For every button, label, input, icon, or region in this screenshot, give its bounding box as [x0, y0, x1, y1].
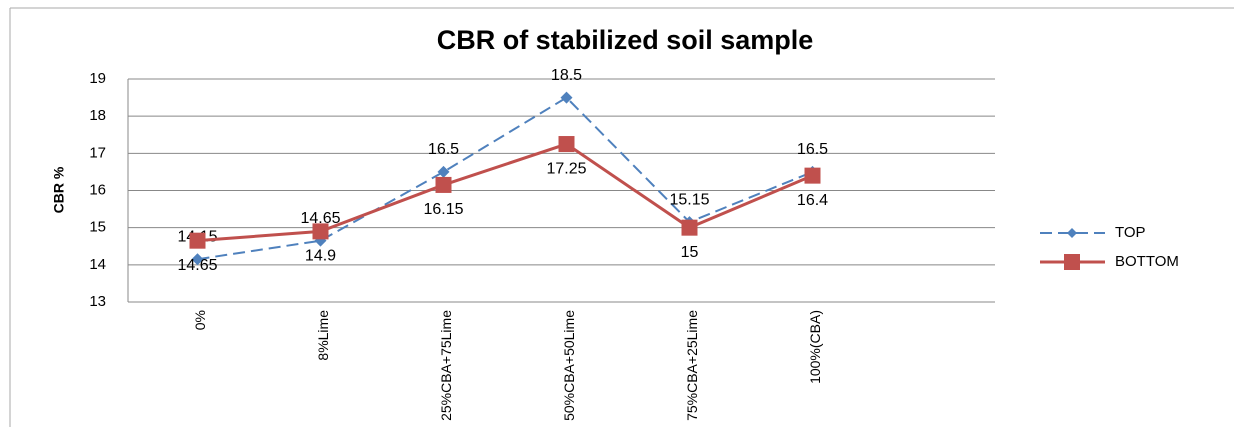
x-tick-label: 0%	[192, 310, 208, 330]
x-tick-label: 100%(CBA)	[807, 310, 823, 384]
x-tick-label: 75%CBA+25Lime	[684, 310, 700, 421]
series-line	[197, 142, 814, 243]
data-label: 16.5	[797, 141, 828, 158]
data-label: 14.9	[305, 248, 336, 265]
marker	[560, 91, 573, 104]
marker	[191, 253, 204, 266]
y-tick-label: 17	[89, 144, 106, 161]
data-label: 16.15	[423, 201, 463, 218]
marker	[189, 232, 206, 249]
data-label: 14.65	[177, 257, 217, 274]
y-tick-label: 19	[89, 70, 106, 87]
data-label: 15	[681, 244, 699, 261]
data-label: 17.25	[546, 160, 586, 177]
marker	[312, 223, 329, 240]
data-label: 16.4	[797, 192, 828, 209]
chart-title: CBR of stabilized soil sample	[437, 25, 814, 55]
x-tick-label: 50%CBA+50Lime	[561, 310, 577, 421]
marker	[804, 167, 821, 184]
y-tick-label: 15	[89, 219, 106, 236]
y-tick-label: 18	[89, 107, 106, 124]
marker	[435, 176, 452, 193]
marker	[681, 219, 698, 236]
legend-marker	[1064, 254, 1080, 270]
legend-label: TOP	[1115, 224, 1146, 241]
y-tick-label: 16	[89, 181, 106, 198]
legend-marker	[1067, 228, 1077, 238]
data-label: 16.5	[428, 141, 459, 158]
marker	[558, 136, 575, 153]
y-axis-label: CBR %	[51, 166, 67, 213]
marker	[437, 165, 450, 178]
data-label: 14.65	[300, 210, 340, 227]
y-tick-label: 13	[89, 293, 106, 310]
x-tick-label: 25%CBA+75Lime	[438, 310, 454, 421]
y-tick-label: 14	[89, 256, 106, 273]
data-label: 15.15	[669, 191, 709, 208]
x-tick-label: 8%Lime	[315, 310, 331, 361]
data-label: 18.5	[551, 67, 582, 84]
legend-label: BOTTOM	[1115, 253, 1179, 270]
